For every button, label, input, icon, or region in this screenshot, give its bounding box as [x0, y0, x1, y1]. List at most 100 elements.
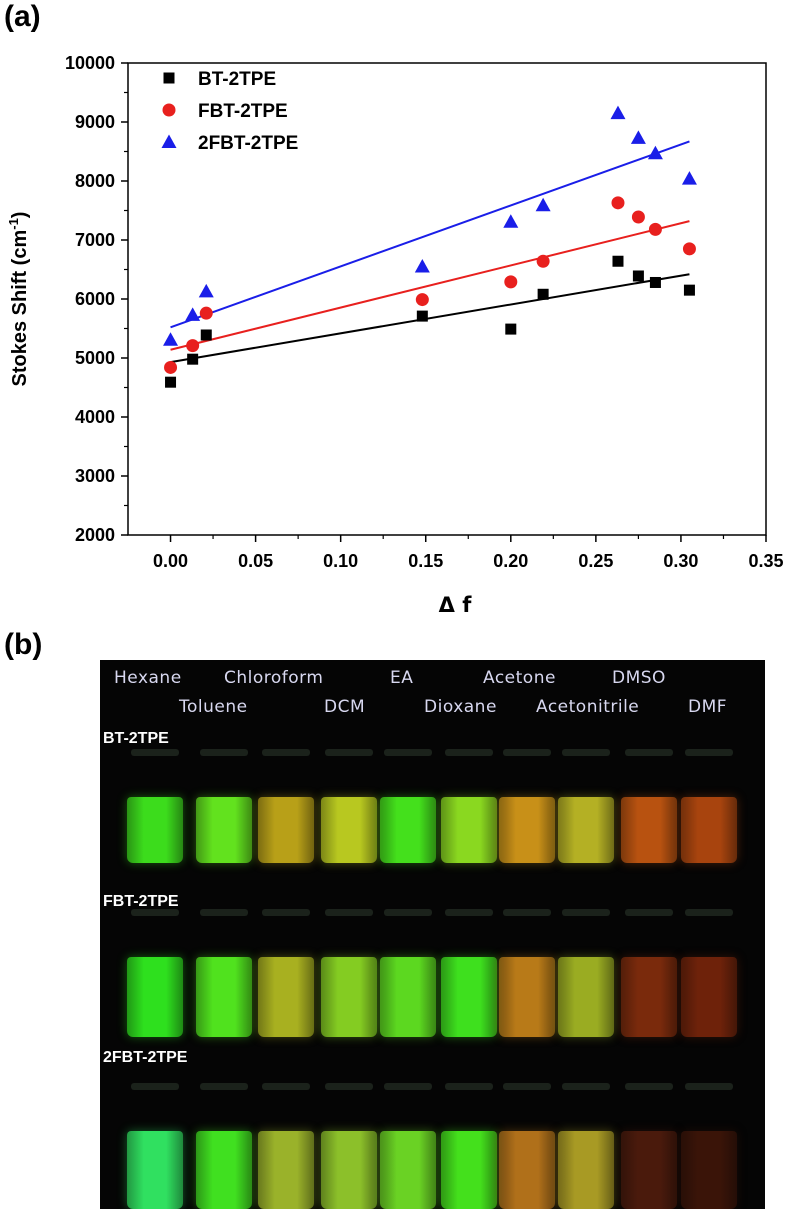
- vial-glass: [445, 1083, 493, 1090]
- solvent-label: Hexane: [114, 668, 182, 688]
- data-point-2fbt-2tpe: [414, 259, 430, 273]
- y-tick-label: 8000: [75, 171, 115, 191]
- vial-glass: [200, 909, 248, 916]
- vial-solution: [321, 957, 377, 1037]
- x-tick-label: 0.15: [408, 551, 443, 571]
- legend-marker-bt-2tpe: [163, 72, 175, 84]
- vial-solution: [258, 1131, 314, 1209]
- legend-marker-2fbt-2tpe: [161, 134, 177, 148]
- vial-solution: [621, 1131, 677, 1209]
- data-point-fbt-2tpe: [199, 306, 213, 320]
- solvent-label: DMF: [688, 697, 728, 717]
- data-point-bt-2tpe: [683, 284, 695, 296]
- vial-glass: [384, 749, 432, 756]
- vial-solution: [196, 1131, 252, 1209]
- solvent-label: EA: [390, 668, 414, 688]
- vial-solution: [196, 797, 252, 863]
- solvent-label: Acetonitrile: [536, 697, 640, 717]
- panel-label-b: (b): [4, 628, 43, 661]
- vial-glass: [445, 749, 493, 756]
- vial-glass: [200, 749, 248, 756]
- y-tick-label: 7000: [75, 230, 115, 250]
- row-label-bt-2tpe: BT-2TPE: [103, 730, 169, 747]
- vial-glass: [685, 1083, 733, 1090]
- vial-glass: [262, 749, 310, 756]
- row-label-fbt-2tpe: FBT-2TPE: [103, 893, 179, 910]
- fit-line-fbt-2tpe: [170, 220, 690, 351]
- vial-solution: [558, 797, 614, 863]
- vial-glass: [503, 909, 551, 916]
- vial-solution: [499, 957, 555, 1037]
- data-point-fbt-2tpe: [648, 222, 662, 236]
- data-point-bt-2tpe: [632, 270, 644, 282]
- vial-solution: [499, 1131, 555, 1209]
- vial-glass: [562, 909, 610, 916]
- vial-glass: [200, 1083, 248, 1090]
- y-tick-label: 6000: [75, 289, 115, 309]
- vial-glass: [685, 909, 733, 916]
- data-point-2fbt-2tpe: [185, 307, 201, 321]
- solvent-label: Chloroform: [224, 668, 324, 688]
- vial-glass: [325, 909, 373, 916]
- data-point-bt-2tpe: [612, 255, 624, 267]
- solvent-label: DCM: [324, 697, 366, 717]
- legend-marker-fbt-2tpe: [162, 103, 176, 117]
- vial-solution: [321, 797, 377, 863]
- vial-solution: [441, 1131, 497, 1209]
- vial-glass: [562, 749, 610, 756]
- data-point-fbt-2tpe: [186, 339, 200, 353]
- vial-glass: [685, 749, 733, 756]
- data-point-bt-2tpe: [200, 329, 212, 341]
- x-axis-label: Δ f: [439, 593, 473, 617]
- legend-label: BT-2TPE: [198, 69, 276, 90]
- vial-solution: [681, 1131, 737, 1209]
- vial-glass: [445, 909, 493, 916]
- data-point-fbt-2tpe: [611, 196, 625, 210]
- vial-glass: [262, 909, 310, 916]
- x-tick-label: 0.00: [153, 551, 188, 571]
- data-point-fbt-2tpe: [631, 210, 645, 224]
- vial-solution: [558, 1131, 614, 1209]
- vial-glass: [384, 909, 432, 916]
- data-point-2fbt-2tpe: [630, 130, 646, 144]
- vial-solution: [380, 797, 436, 863]
- data-point-bt-2tpe: [416, 310, 428, 322]
- data-point-fbt-2tpe: [682, 242, 696, 256]
- vial-solution: [621, 797, 677, 863]
- x-tick-label: 0.05: [238, 551, 273, 571]
- vial-glass: [325, 1083, 373, 1090]
- x-tick-label: 0.30: [663, 551, 698, 571]
- legend-label: 2FBT-2TPE: [198, 133, 298, 154]
- vial-solution: [499, 797, 555, 863]
- x-tick-label: 0.25: [578, 551, 613, 571]
- legend-label: FBT-2TPE: [198, 101, 288, 122]
- data-point-bt-2tpe: [187, 353, 199, 365]
- vial-solution: [127, 1131, 183, 1209]
- vial-glass: [503, 749, 551, 756]
- vial-glass: [562, 1083, 610, 1090]
- vial-solution: [258, 797, 314, 863]
- vial-solution: [127, 797, 183, 863]
- y-tick-label: 10000: [65, 53, 115, 73]
- y-tick-label: 9000: [75, 112, 115, 132]
- panel-label-a: (a): [4, 0, 41, 33]
- vial-glass: [325, 749, 373, 756]
- vial-solution: [196, 957, 252, 1037]
- vial-solution: [681, 797, 737, 863]
- vial-solution: [380, 957, 436, 1037]
- vial-solution: [258, 957, 314, 1037]
- vial-solution: [441, 957, 497, 1037]
- y-tick-label: 3000: [75, 466, 115, 486]
- vial-glass: [625, 749, 673, 756]
- vial-solution: [621, 957, 677, 1037]
- row-label-2fbt-2tpe: 2FBT-2TPE: [103, 1049, 188, 1066]
- solvent-label: Acetone: [483, 668, 556, 688]
- vial-glass: [131, 749, 179, 756]
- solvent-label: Dioxane: [424, 697, 497, 717]
- vial-glass: [384, 1083, 432, 1090]
- fit-line-bt-2tpe: [170, 273, 690, 364]
- vial-solution: [558, 957, 614, 1037]
- vial-solution: [380, 1131, 436, 1209]
- data-point-2fbt-2tpe: [681, 171, 697, 185]
- vial-glass: [131, 909, 179, 916]
